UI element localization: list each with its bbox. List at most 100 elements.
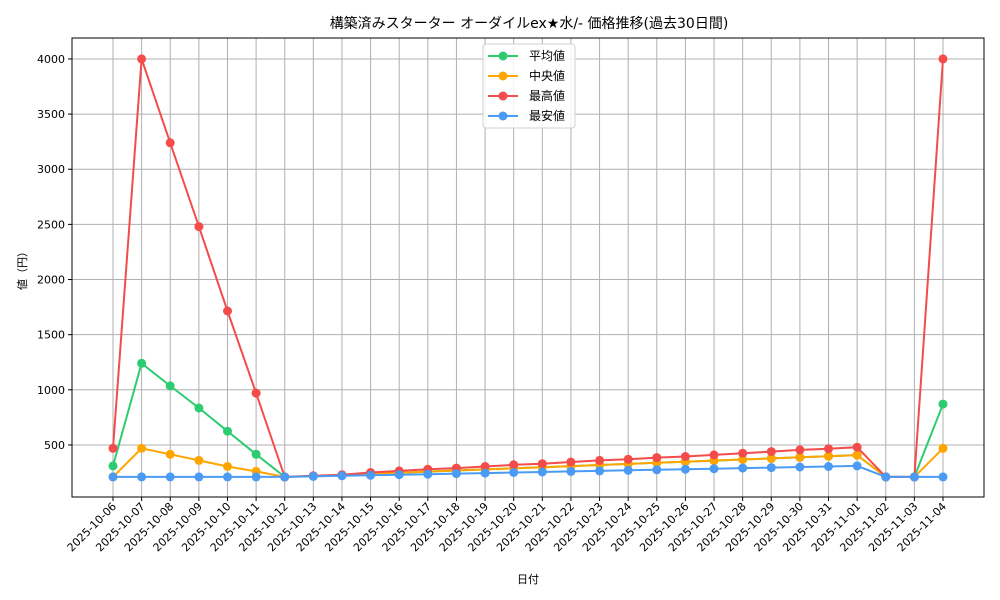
data-point [795, 462, 805, 472]
data-point [108, 461, 118, 471]
data-point [595, 466, 605, 476]
data-point [680, 464, 690, 474]
data-point [366, 470, 376, 480]
data-point [165, 381, 175, 391]
data-point [795, 452, 805, 462]
data-point [165, 138, 175, 148]
legend-label: 中央値 [529, 68, 565, 83]
data-point [938, 472, 948, 482]
data-point [480, 462, 490, 471]
y-axis: 500 1000 1500 2000 2500 3000 3500 4000 [37, 53, 72, 452]
data-point [108, 472, 118, 482]
data-point [852, 461, 862, 471]
data-point [766, 447, 776, 457]
data-point [852, 450, 862, 460]
grid-lines [72, 38, 984, 497]
data-point [709, 450, 719, 460]
series-3 [108, 461, 948, 482]
series-0 [108, 358, 948, 482]
data-point [194, 222, 204, 232]
y-tick-label: 3000 [37, 163, 65, 176]
series-line [112, 58, 944, 478]
data-point [337, 471, 347, 481]
data-point [852, 442, 862, 452]
data-point [251, 388, 261, 398]
y-tick-label: 2000 [37, 274, 65, 287]
data-point [881, 472, 891, 482]
legend-label: 平均値 [529, 48, 565, 63]
data-point [423, 469, 433, 479]
data-point [137, 358, 147, 368]
data-point [766, 463, 776, 473]
data-point [566, 466, 576, 476]
data-point [480, 468, 490, 478]
legend-marker [498, 91, 508, 101]
data-point [652, 465, 662, 475]
y-axis-label: 値（円） [16, 246, 29, 290]
data-point [738, 455, 748, 464]
data-point [566, 457, 576, 467]
data-point [223, 472, 232, 482]
legend-marker [498, 111, 508, 121]
data-point [223, 306, 232, 316]
data-point [537, 459, 547, 469]
data-point [623, 454, 633, 464]
data-point [194, 455, 204, 465]
data-point [537, 467, 547, 477]
y-tick-label: 500 [44, 439, 65, 452]
legend-label: 最安値 [529, 108, 565, 123]
series-2 [108, 54, 948, 482]
data-point [165, 449, 175, 459]
data-point [194, 472, 204, 482]
data-point [394, 470, 404, 480]
data-point [251, 449, 261, 459]
data-point [623, 465, 633, 475]
data-point [909, 472, 919, 482]
data-point [194, 403, 204, 413]
data-point [108, 443, 118, 453]
data-point [938, 399, 948, 409]
data-point [451, 469, 461, 479]
y-tick-label: 3500 [37, 108, 65, 121]
data-point [680, 452, 690, 461]
data-point [795, 445, 805, 455]
data-point [938, 443, 948, 453]
data-point [595, 455, 605, 465]
x-axis-label: 日付 [517, 573, 539, 586]
x-axis: 2025-10-062025-10-072025-10-082025-10-09… [65, 497, 949, 554]
y-tick-label: 1000 [37, 384, 65, 397]
legend-marker [498, 51, 508, 61]
plot-frame [71, 37, 985, 498]
data-point [223, 426, 232, 436]
data-point [738, 463, 748, 473]
data-point [824, 451, 833, 461]
legend-marker [498, 71, 508, 81]
data-point [223, 462, 232, 471]
data-point [652, 453, 662, 463]
data-point [709, 464, 719, 474]
data-point [766, 453, 776, 463]
series-line [113, 464, 943, 478]
y-tick-label: 2500 [37, 218, 65, 231]
data-point [509, 460, 519, 470]
y-tick-label: 1500 [37, 329, 65, 342]
data-point [137, 54, 147, 64]
data-point [251, 472, 261, 482]
data-point [280, 472, 290, 482]
series-line [112, 361, 944, 478]
data-point [165, 472, 175, 482]
data-point [824, 462, 833, 471]
legend-box [482, 43, 576, 129]
data-point [137, 472, 147, 482]
data-point [137, 443, 147, 453]
y-tick-label: 4000 [37, 53, 65, 66]
data-point [938, 54, 948, 64]
data-point [509, 468, 519, 477]
legend-label: 最高値 [529, 88, 565, 103]
series-layer [108, 54, 948, 482]
data-point [824, 444, 833, 454]
data-point [308, 471, 318, 481]
series-line [112, 447, 944, 478]
